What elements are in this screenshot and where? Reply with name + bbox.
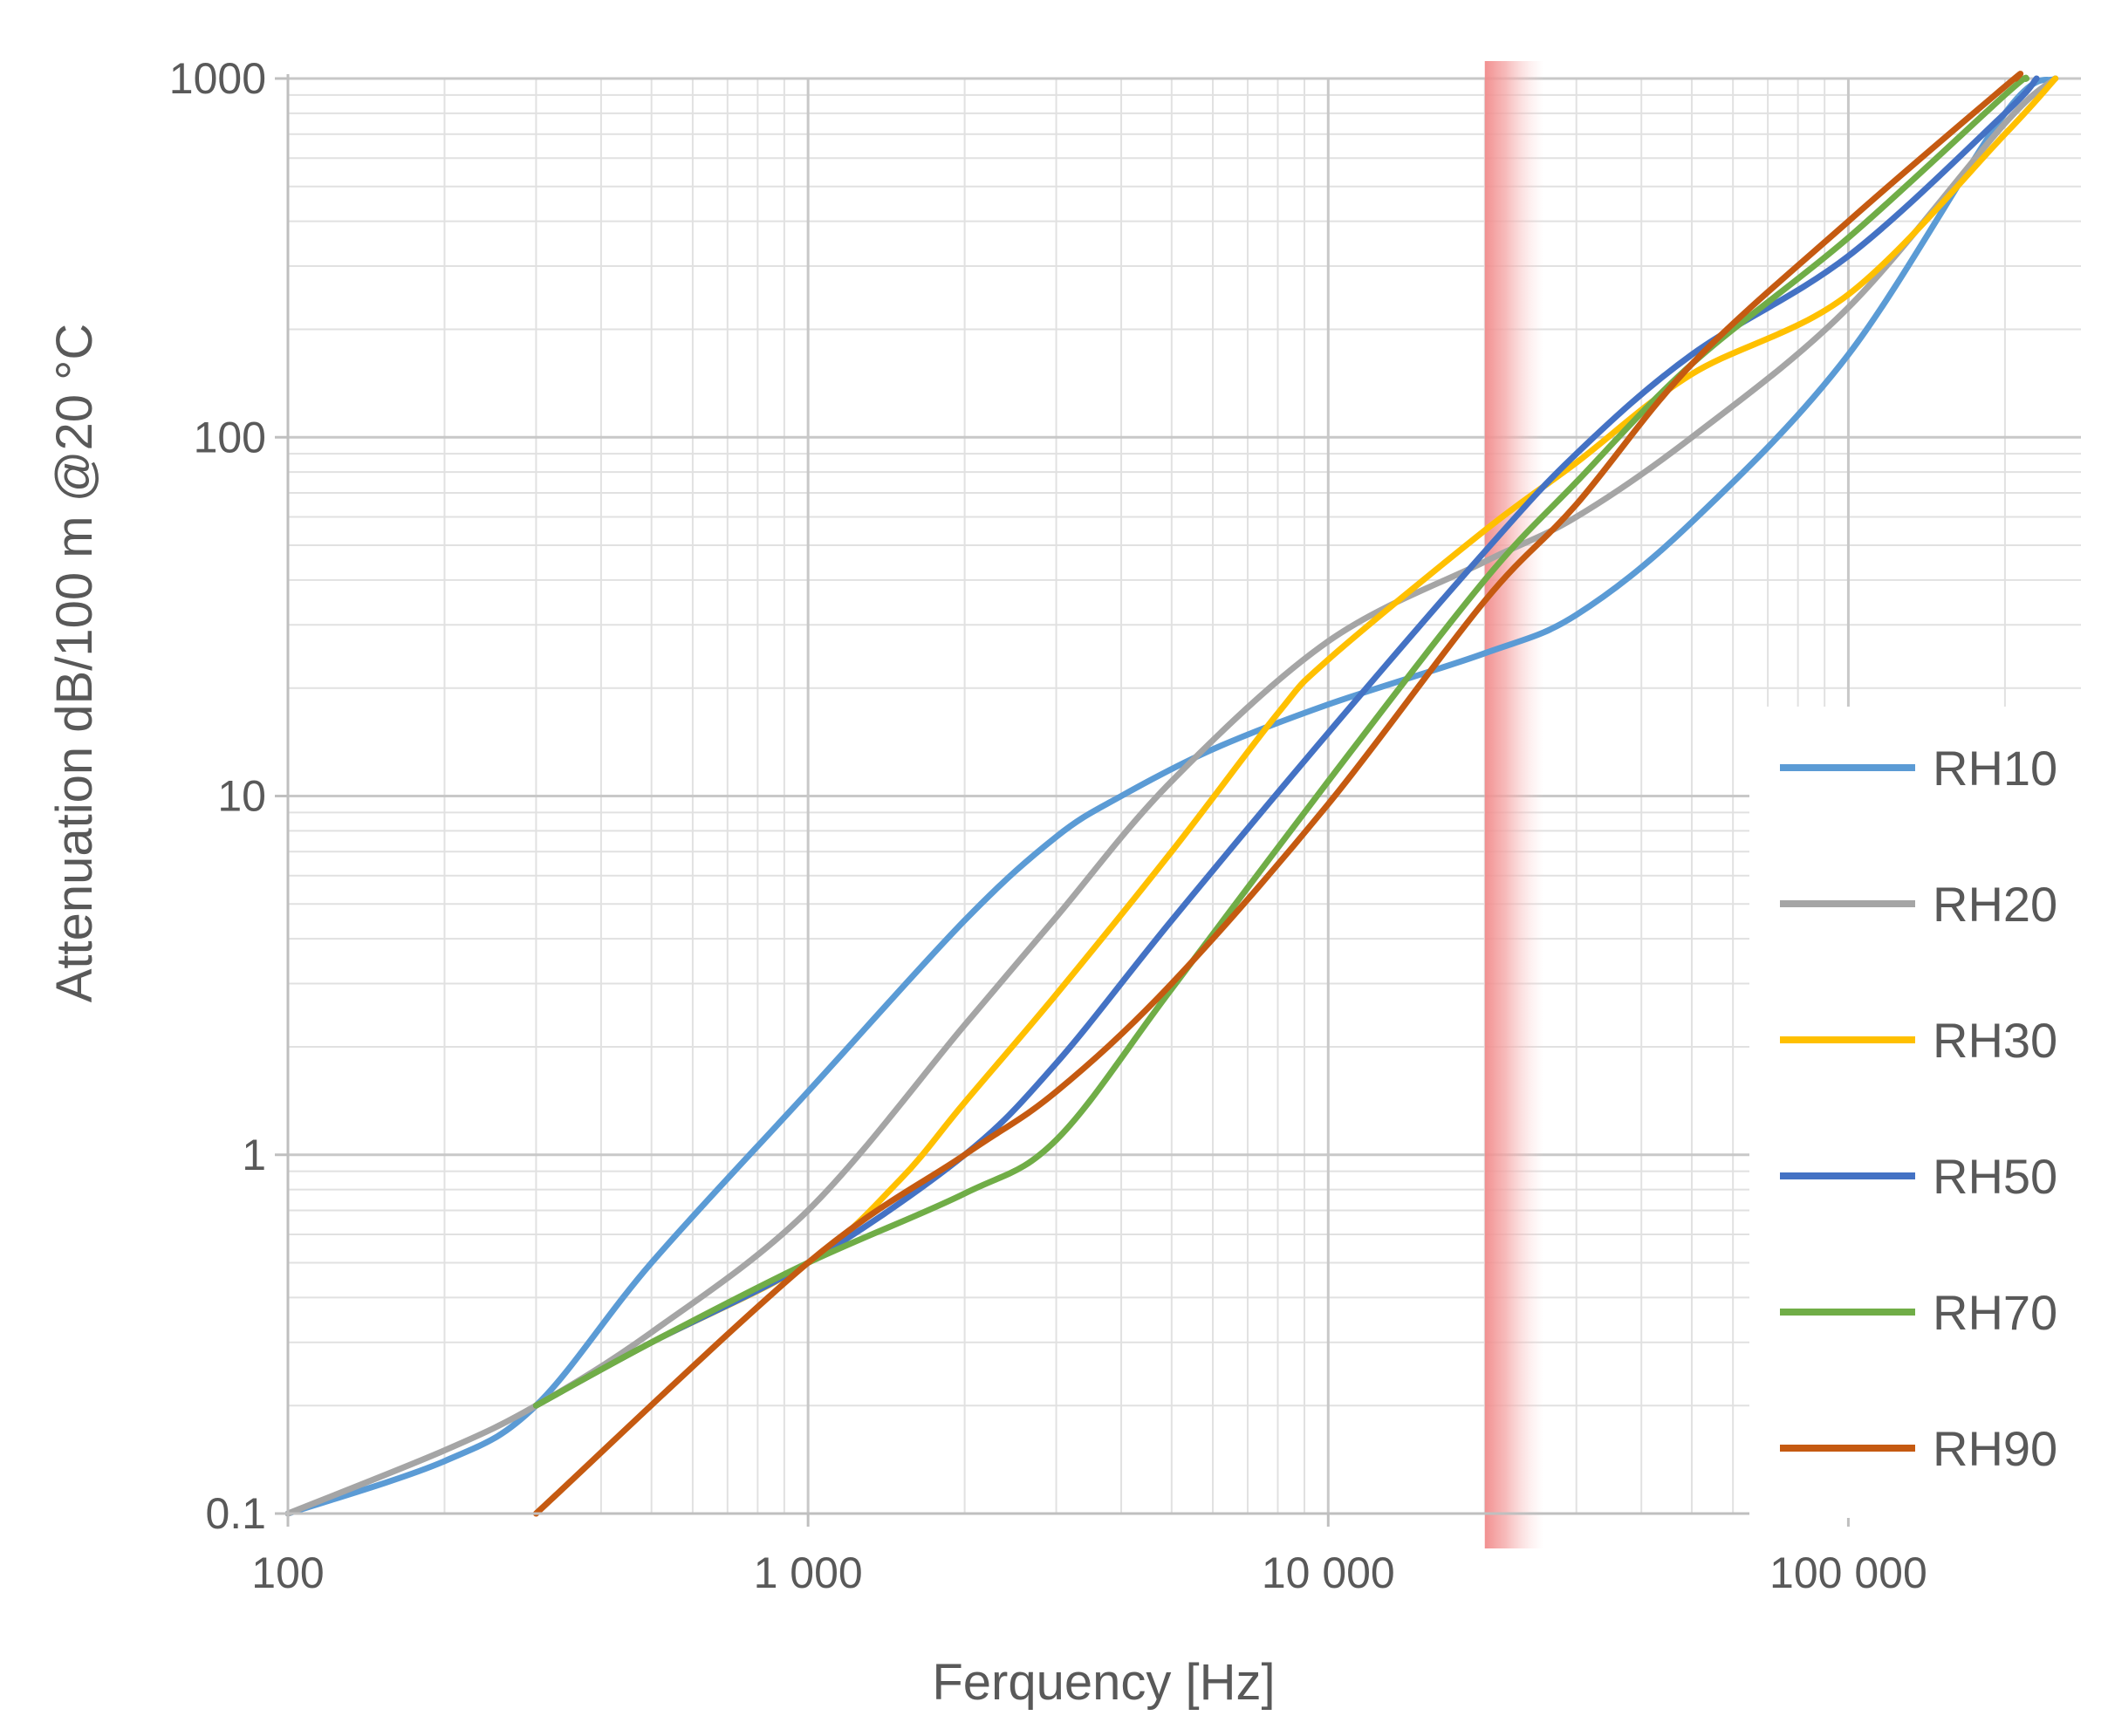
y-tick-label: 100 [194,413,266,461]
series-line-rh10 [284,75,2059,1517]
y-tick-labels: 0.1 1 10 100 1000 [169,54,266,1538]
y-tick-label: 1 [242,1131,266,1179]
x-tick-label: 100 000 [1769,1548,1927,1597]
x-tick-label: 1 000 [754,1548,863,1597]
x-tick-labels: 100 1 000 10 000 100 000 [251,1548,1927,1597]
series-lines [284,71,2059,1517]
x-tick-label: 10 000 [1262,1548,1395,1597]
legend-label-rh30: RH30 [1933,1013,2057,1068]
x-axis-title: Ferquency [Hz] [932,1654,1275,1711]
y-tick-label: 1000 [169,54,266,103]
series-line-rh90 [532,71,2024,1517]
highlight-band [1484,61,1544,1548]
legend: RH10 RH20 RH30 RH50 RH70 RH90 [1749,707,2108,1518]
legend-label-rh70: RH70 [1933,1285,2057,1340]
y-tick-label: 0.1 [205,1489,266,1538]
x-tick-label: 100 [251,1548,324,1597]
legend-label-rh20: RH20 [1933,877,2057,932]
legend-label-rh10: RH10 [1933,741,2057,796]
legend-label-rh50: RH50 [1933,1149,2057,1204]
y-axis-title: Attenuation dB/100 m @20 °C [46,324,103,1003]
legend-label-rh90: RH90 [1933,1421,2057,1476]
y-tick-label: 10 [217,772,266,821]
legend-box [1749,707,2108,1518]
